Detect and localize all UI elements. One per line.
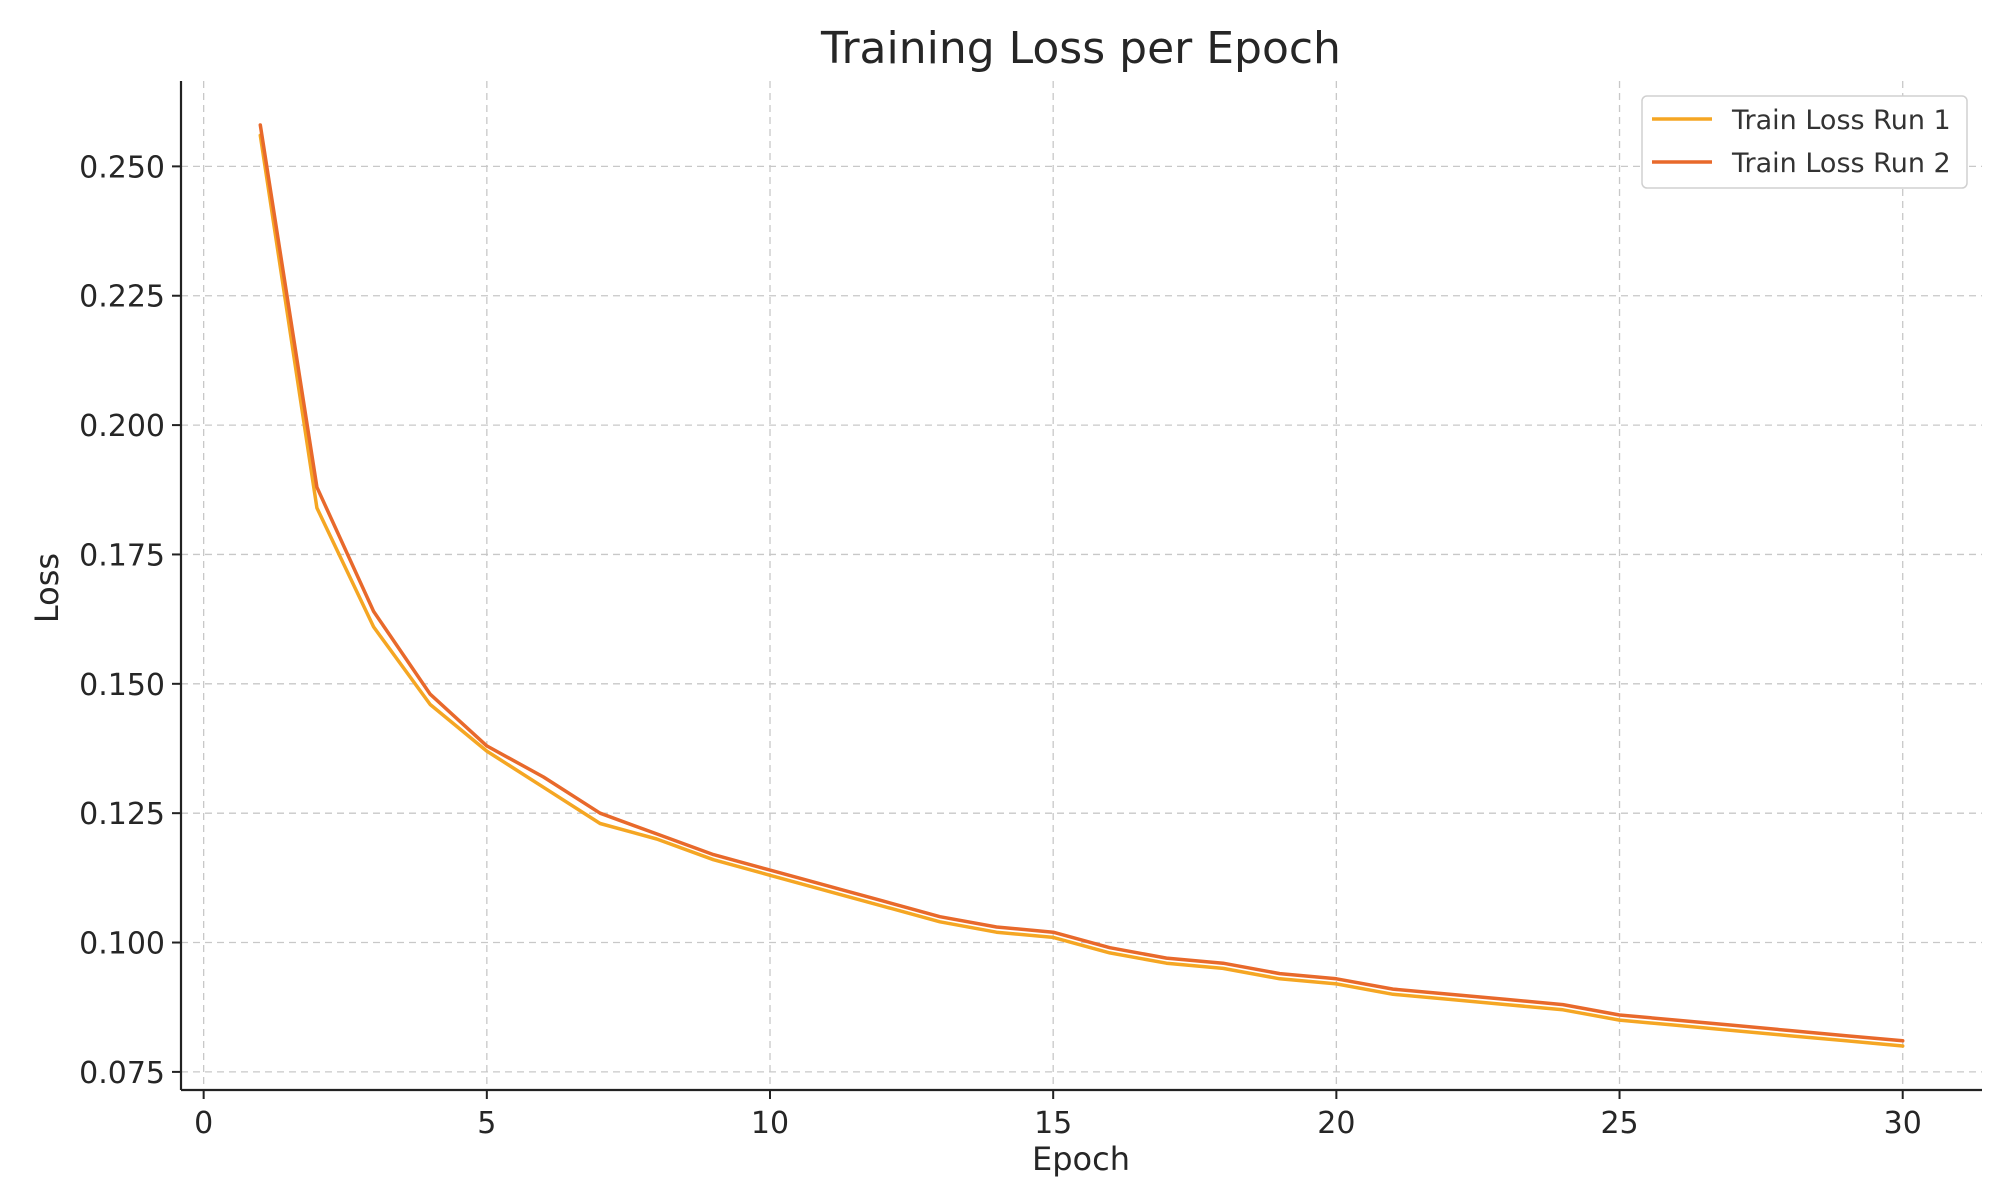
y-tick-label: 0.075	[79, 1056, 165, 1091]
legend-label-run-2: Train Loss Run 2	[1731, 148, 1951, 179]
series-line-run-1	[258, 133, 1905, 1048]
y-tick-label: 0.225	[79, 280, 165, 315]
x-tick-label: 10	[751, 1106, 789, 1141]
y-tick-label: 0.175	[79, 538, 165, 573]
series-lines	[258, 123, 1905, 1048]
chart-title: Training Loss per Epoch	[820, 23, 1341, 74]
y-axis-ticks: 0.075 0.100 0.125 0.150 0.175 0.200 0.225 0.250	[79, 150, 181, 1091]
y-tick-label: 0.125	[79, 797, 165, 832]
legend: Train Loss Run 1 Train Loss Run 2	[1641, 95, 1968, 189]
x-axis-ticks: 0 5 10 15 20 25 30	[194, 1090, 1922, 1141]
x-tick-label: 0	[194, 1106, 213, 1141]
x-tick-label: 30	[1884, 1106, 1922, 1141]
y-tick-label: 0.100	[79, 927, 165, 962]
x-tick-label: 20	[1317, 1106, 1355, 1141]
x-axis-label: Epoch	[1032, 1140, 1130, 1178]
axes	[179, 81, 1982, 1092]
series-line-run-2	[258, 123, 1905, 1043]
grid	[181, 81, 1982, 1090]
x-tick-label: 25	[1600, 1106, 1638, 1141]
y-tick-label: 0.250	[79, 150, 165, 185]
x-tick-label: 5	[477, 1106, 496, 1141]
y-tick-label: 0.200	[79, 409, 165, 444]
y-tick-label: 0.150	[79, 668, 165, 703]
legend-box	[1641, 95, 1968, 189]
y-axis-label: Loss	[28, 553, 66, 623]
legend-label-run-1: Train Loss Run 1	[1731, 105, 1951, 136]
x-tick-label: 15	[1034, 1106, 1072, 1141]
